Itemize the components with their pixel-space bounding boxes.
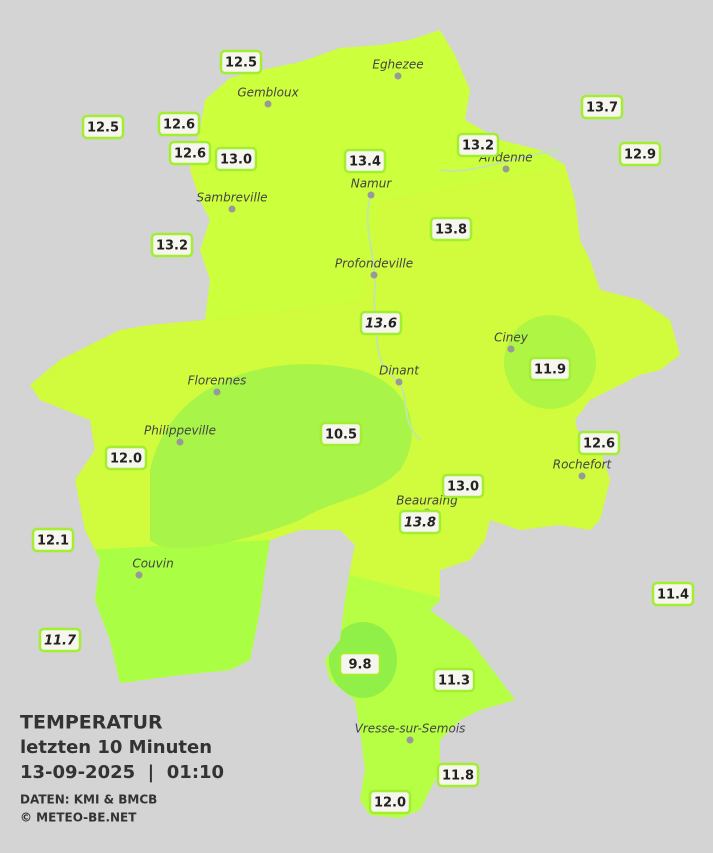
station-value: 13.4 [349,155,381,170]
caption-source: DATEN: KMI & BMCB [20,793,157,807]
station-box [432,667,476,693]
town-label: Philippeville [144,424,216,438]
station-value: 13.2 [156,239,188,254]
station-box [343,148,387,174]
station-value: 12.6 [583,437,615,452]
station-box [31,527,75,553]
town-label: Florennes [188,374,247,388]
river [366,149,561,441]
town-label: Gembloux [237,86,299,100]
station-value: 12.6 [174,147,206,162]
station-value: 12.0 [374,796,406,811]
station-box [577,430,621,456]
town-label: Vresse-sur-Semois [355,722,466,736]
station-value: 11.9 [534,363,566,378]
station-box [368,789,412,815]
station-value: 13.8 [404,516,436,531]
town-dot [228,205,236,213]
town-dot [502,165,510,173]
town-label: Sambreville [196,191,267,205]
station-value: 11.7 [44,634,77,649]
station-box [319,421,363,447]
station-box [338,651,382,677]
station-value: 10.5 [325,428,357,443]
town-label: Profondeville [335,257,413,271]
town-dot [176,438,184,446]
caption-datetime: 13-09-2025 | 01:10 [20,762,224,783]
town-label: Ciney [494,331,529,345]
town-dot [264,100,272,108]
station-value: 11.4 [657,588,689,603]
station-box [436,762,480,788]
town-dot [578,472,586,480]
station-box [429,216,473,242]
town-dot [213,388,221,396]
station-box [150,232,194,258]
town-dot [406,736,414,744]
station-value: 12.5 [225,56,257,71]
station-value: 13.2 [462,139,494,154]
station-value: 13.8 [435,223,467,238]
station-box [157,111,201,137]
town-dot [394,72,402,80]
station-box [580,94,624,120]
town-label: Couvin [132,557,173,571]
station-value: 12.9 [624,148,656,163]
station-box [104,445,148,471]
station-box [528,356,572,382]
station-value: 13.7 [586,101,618,116]
town-label: Rochefort [553,458,613,472]
station-box [456,132,500,158]
station-box [81,114,125,140]
station-value: 13.0 [220,153,252,168]
caption-subtitle: letzten 10 Minuten [20,737,212,758]
station-box [651,581,695,607]
station-value: 12.5 [87,121,119,136]
town-dot [370,271,378,279]
station-box [38,627,82,653]
station-box [214,146,258,172]
town-label: Beauraing [396,494,458,508]
station-value: 12.1 [37,534,69,549]
station-value: 11.8 [442,769,474,784]
town-label: Namur [351,177,393,191]
station-value: 11.3 [438,674,470,689]
station-box [168,140,212,166]
station-box [398,509,442,535]
town-dot [367,191,375,199]
station-box [219,49,263,75]
town-label: Eghezee [372,58,423,72]
caption-title: TEMPERATUR [20,712,163,734]
caption-copyright: © METEO-BE.NET [20,811,137,825]
town-dot [135,571,143,579]
station-value: 12.6 [163,118,195,133]
town-dot [507,345,515,353]
town-label: Dinant [379,364,420,378]
station-value: 12.0 [110,452,142,467]
station-value: 13.0 [447,480,479,495]
station-box [618,141,662,167]
town-dot [395,378,403,386]
station-value: 13.6 [365,317,397,332]
station-value: 9.8 [348,658,371,673]
station-box [359,310,403,336]
station-box [441,473,485,499]
